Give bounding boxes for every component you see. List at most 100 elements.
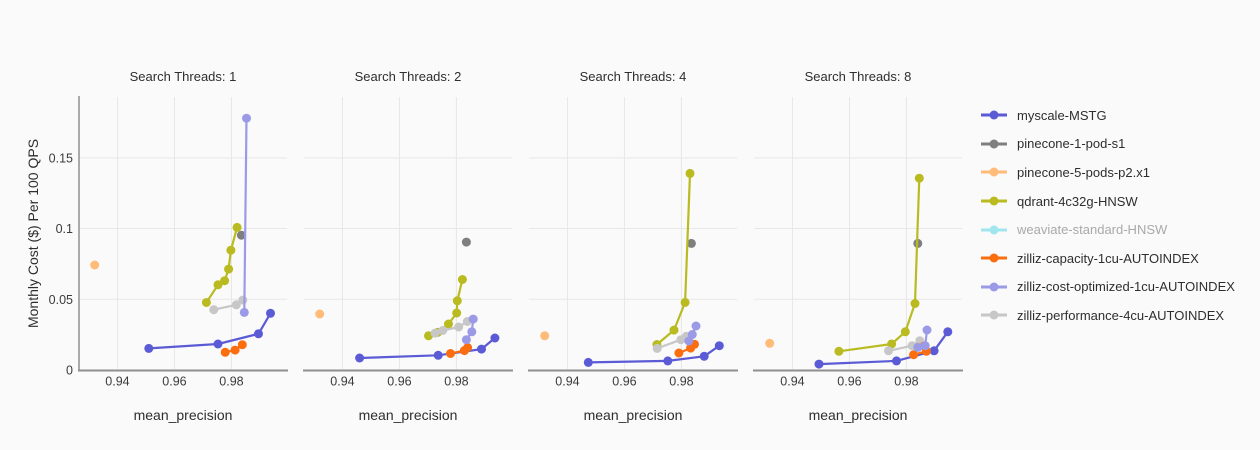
- data-point-myscale-mstg[interactable]: [943, 327, 953, 337]
- data-point-zilliz-capacity-1cu-autoindex[interactable]: [230, 345, 240, 355]
- facet-title: Search Threads: 1: [130, 69, 237, 84]
- data-point-pinecone-5-pods-p2-x1[interactable]: [765, 338, 775, 348]
- data-point-myscale-mstg[interactable]: [814, 359, 824, 369]
- data-point-myscale-mstg[interactable]: [144, 343, 154, 353]
- x-tick-label: 0.96: [612, 375, 636, 389]
- legend-item-pinecone-1-pod-s1[interactable]: pinecone-1-pod-s1: [980, 130, 1235, 159]
- data-point-zilliz-performance-4cu-autoindex[interactable]: [454, 322, 464, 332]
- data-point-myscale-mstg[interactable]: [663, 356, 673, 366]
- data-point-zilliz-capacity-1cu-autoindex[interactable]: [463, 343, 473, 352]
- facet-title: Search Threads: 2: [355, 69, 462, 84]
- data-point-zilliz-performance-4cu-autoindex[interactable]: [231, 300, 241, 310]
- data-point-zilliz-capacity-1cu-autoindex[interactable]: [909, 350, 919, 360]
- data-point-myscale-mstg[interactable]: [355, 353, 365, 363]
- data-point-pinecone-1-pod-s1[interactable]: [686, 238, 696, 248]
- data-point-zilliz-capacity-1cu-autoindex[interactable]: [674, 348, 684, 358]
- x-axis-title: mean_precision: [134, 407, 233, 423]
- data-point-myscale-mstg[interactable]: [477, 344, 486, 354]
- legend-line-marker-icon: [981, 310, 1007, 320]
- data-point-qdrant-4c32g-hnsw[interactable]: [452, 296, 462, 306]
- legend-line-marker-icon: [981, 225, 1007, 235]
- legend-line-marker-icon: [981, 167, 1007, 177]
- legend-line-marker-icon: [981, 282, 1007, 292]
- series-line-zilliz-cost-optimized-1cu-autoindex: [243, 117, 248, 314]
- data-point-myscale-mstg[interactable]: [929, 346, 939, 356]
- legend-label: myscale-MSTG: [1017, 107, 1107, 123]
- series-line-myscale-mstg: [587, 344, 721, 364]
- data-point-pinecone-5-pods-p2-x1[interactable]: [90, 260, 100, 270]
- data-point-zilliz-capacity-1cu-autoindex[interactable]: [220, 347, 230, 357]
- data-point-zilliz-cost-optimized-1cu-autoindex[interactable]: [691, 321, 701, 331]
- data-point-qdrant-4c32g-hnsw[interactable]: [220, 276, 230, 286]
- legend-item-pinecone-5-pods-p2-x1[interactable]: pinecone-5-pods-p2.x1: [980, 158, 1235, 187]
- legend-label: zilliz-cost-optimized-1cu-AUTOINDEX: [1017, 279, 1235, 295]
- series-line-myscale-mstg: [147, 312, 272, 350]
- data-point-qdrant-4c32g-hnsw[interactable]: [226, 245, 236, 255]
- data-point-zilliz-cost-optimized-1cu-autoindex[interactable]: [922, 325, 932, 335]
- legend-item-zilliz-cost-optimized-1cu-autoindex[interactable]: zilliz-cost-optimized-1cu-AUTOINDEX: [980, 273, 1235, 302]
- facet-panel-2: Search Threads: 2 0.94 0.96 0.98 mean_precis…: [303, 69, 513, 423]
- data-point-zilliz-capacity-1cu-autoindex[interactable]: [446, 349, 455, 358]
- data-point-zilliz-performance-4cu-autoindex[interactable]: [652, 343, 662, 353]
- legend-line-marker-icon: [981, 139, 1007, 149]
- legend-label: zilliz-performance-4cu-AUTOINDEX: [1017, 307, 1225, 323]
- facet-scatter-plot: Monthly Cost ($) Per 100 QPS 0 0.05 0.1 0.15…: [25, 69, 963, 423]
- data-point-myscale-mstg[interactable]: [490, 333, 500, 343]
- data-point-zilliz-cost-optimized-1cu-autoindex[interactable]: [920, 341, 930, 351]
- legend-item-weaviate-standard-hnsw[interactable]: weaviate-standard-HNSW: [980, 215, 1235, 244]
- data-point-zilliz-cost-optimized-1cu-autoindex[interactable]: [467, 327, 477, 337]
- data-point-myscale-mstg[interactable]: [433, 350, 443, 360]
- data-point-zilliz-performance-4cu-autoindex[interactable]: [430, 328, 440, 338]
- y-tick-label: 0: [66, 364, 73, 378]
- data-point-qdrant-4c32g-hnsw[interactable]: [669, 325, 679, 335]
- data-point-zilliz-performance-4cu-autoindex[interactable]: [209, 305, 219, 315]
- data-point-pinecone-5-pods-p2-x1[interactable]: [315, 309, 325, 319]
- data-point-qdrant-4c32g-hnsw[interactable]: [914, 173, 924, 183]
- data-point-zilliz-performance-4cu-autoindex[interactable]: [438, 326, 448, 335]
- data-point-zilliz-capacity-1cu-autoindex[interactable]: [237, 340, 247, 350]
- data-point-zilliz-cost-optimized-1cu-autoindex[interactable]: [461, 335, 471, 345]
- data-point-myscale-mstg[interactable]: [714, 341, 724, 351]
- data-point-qdrant-4c32g-hnsw[interactable]: [910, 299, 920, 308]
- x-tick-label: 0.94: [780, 375, 804, 389]
- data-point-zilliz-cost-optimized-1cu-autoindex[interactable]: [239, 307, 249, 317]
- data-point-qdrant-4c32g-hnsw[interactable]: [900, 327, 910, 337]
- data-point-zilliz-performance-4cu-autoindex[interactable]: [238, 295, 248, 305]
- data-point-pinecone-1-pod-s1[interactable]: [461, 237, 471, 247]
- data-point-pinecone-5-pods-p2-x1[interactable]: [540, 331, 550, 341]
- data-point-qdrant-4c32g-hnsw[interactable]: [685, 168, 695, 178]
- data-point-zilliz-cost-optimized-1cu-autoindex[interactable]: [687, 330, 697, 339]
- legend-item-myscale-mstg[interactable]: myscale-MSTG: [980, 101, 1235, 130]
- data-point-qdrant-4c32g-hnsw[interactable]: [213, 280, 223, 290]
- data-point-myscale-mstg[interactable]: [892, 356, 901, 366]
- y-tick-label: 0.1: [56, 222, 73, 236]
- data-point-qdrant-4c32g-hnsw[interactable]: [680, 297, 690, 307]
- legend-item-zilliz-capacity-1cu-autoindex[interactable]: zilliz-capacity-1cu-AUTOINDEX: [980, 244, 1235, 273]
- data-point-qdrant-4c32g-hnsw[interactable]: [834, 346, 844, 356]
- facet-title: Search Threads: 8: [805, 69, 912, 84]
- data-point-myscale-mstg[interactable]: [266, 308, 275, 318]
- data-point-myscale-mstg[interactable]: [583, 357, 593, 367]
- x-tick-label: 0.94: [330, 375, 354, 389]
- data-point-myscale-mstg[interactable]: [213, 339, 223, 349]
- data-point-myscale-mstg[interactable]: [699, 351, 709, 361]
- data-point-zilliz-performance-4cu-autoindex[interactable]: [884, 346, 893, 356]
- data-point-qdrant-4c32g-hnsw[interactable]: [452, 308, 462, 318]
- data-point-qdrant-4c32g-hnsw[interactable]: [457, 275, 467, 284]
- data-point-pinecone-1-pod-s1[interactable]: [236, 230, 246, 240]
- data-point-zilliz-cost-optimized-1cu-autoindex[interactable]: [913, 342, 923, 352]
- legend-item-qdrant-4c32g-hnsw[interactable]: qdrant-4c32g-HNSW: [980, 187, 1235, 216]
- x-tick-label: 0.96: [387, 375, 411, 389]
- data-point-qdrant-4c32g-hnsw[interactable]: [201, 298, 211, 307]
- legend-label: zilliz-capacity-1cu-AUTOINDEX: [1017, 250, 1199, 266]
- data-point-myscale-mstg[interactable]: [254, 329, 263, 339]
- x-tick-label: 0.98: [669, 375, 693, 389]
- data-point-qdrant-4c32g-hnsw[interactable]: [224, 264, 234, 274]
- legend-item-zilliz-performance-4cu-autoindex[interactable]: zilliz-performance-4cu-AUTOINDEX: [980, 301, 1235, 330]
- data-point-qdrant-4c32g-hnsw[interactable]: [232, 222, 242, 232]
- data-point-zilliz-cost-optimized-1cu-autoindex[interactable]: [242, 113, 251, 123]
- data-point-zilliz-cost-optimized-1cu-autoindex[interactable]: [468, 314, 478, 324]
- data-point-qdrant-4c32g-hnsw[interactable]: [887, 339, 897, 349]
- data-point-qdrant-4c32g-hnsw[interactable]: [444, 319, 453, 329]
